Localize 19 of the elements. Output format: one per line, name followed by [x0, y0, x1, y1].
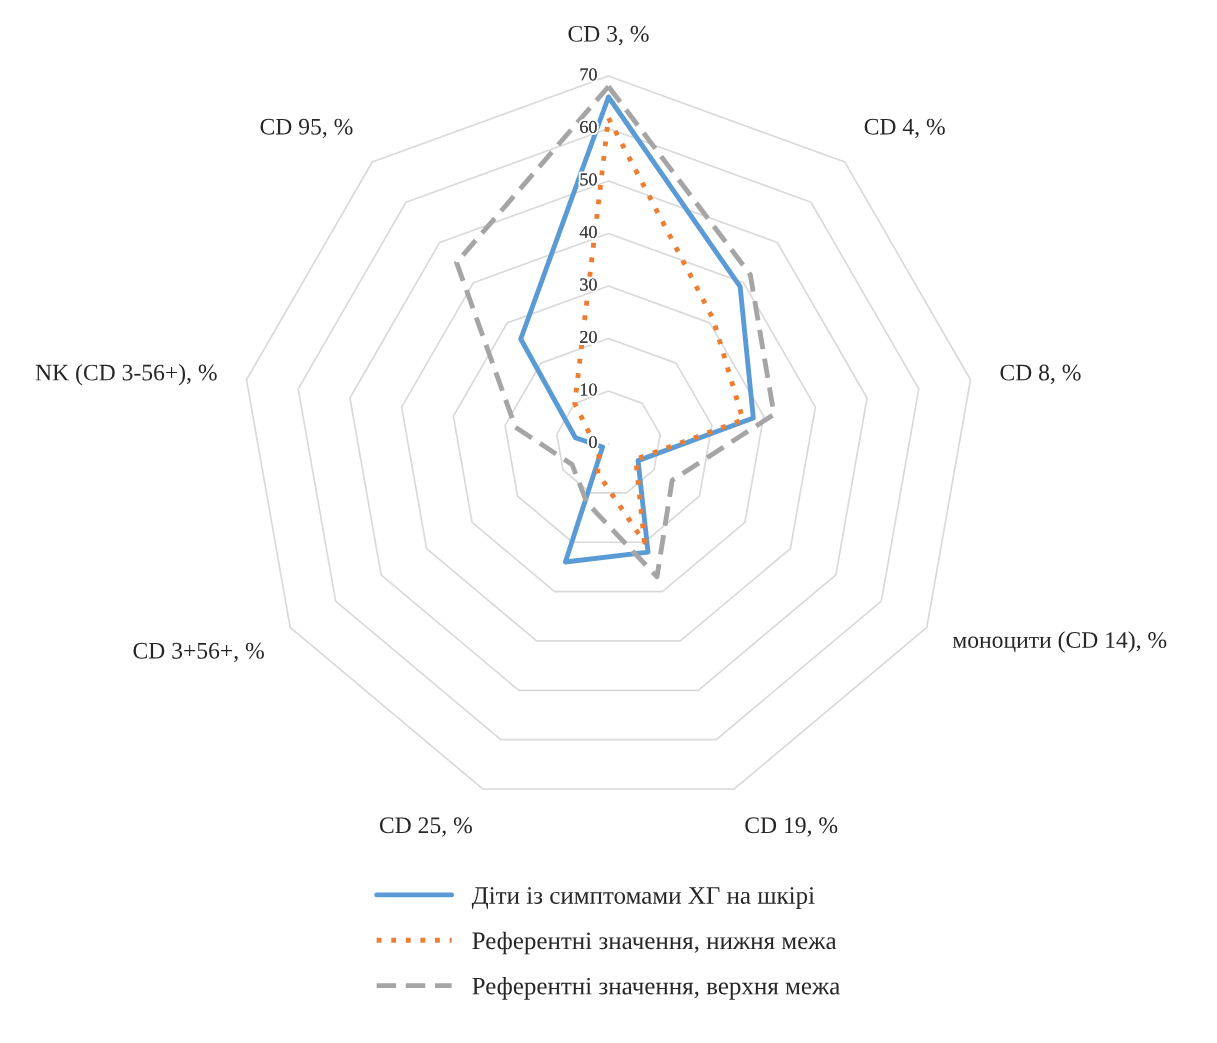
- legend-label: Діти із симптомами ХГ на шкірі: [471, 887, 815, 909]
- legend-label: Референтні значення, нижня межа: [472, 931, 837, 955]
- spoke-label: CD 4, %: [864, 118, 945, 139]
- y-tick-label: 50: [580, 173, 597, 186]
- spoke-label: CD 19, %: [745, 817, 838, 837]
- spoke-label: CD 25, %: [379, 817, 472, 837]
- y-tick-label: 40: [579, 225, 597, 239]
- spoke-label: NK (CD 3-56+), %: [35, 363, 217, 386]
- spoke-label: CD 95, %: [260, 118, 353, 139]
- legend-label: Референтні значення, верхня межа: [472, 976, 840, 1000]
- spoke-label: CD 3+56+, %: [133, 642, 264, 663]
- spoke-label: CD 3, %: [568, 25, 649, 46]
- y-tick-label: 30: [580, 278, 597, 291]
- y-tick-label: 0: [589, 435, 597, 449]
- y-tick-label: 70: [580, 68, 597, 81]
- spoke-label: CD 8, %: [1000, 364, 1081, 384]
- spoke-label: моноцити (CD 14), %: [952, 631, 1167, 653]
- y-tick-label: 10: [581, 383, 597, 396]
- y-tick-label: 20: [580, 330, 597, 344]
